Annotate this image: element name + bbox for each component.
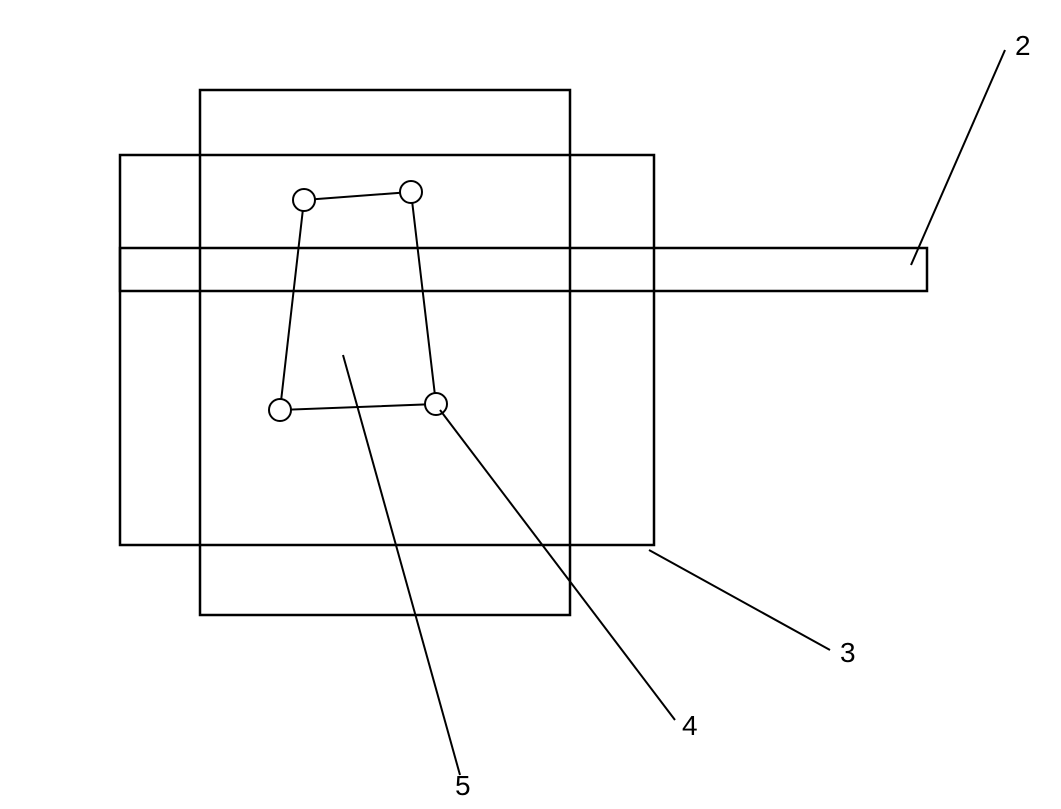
label-3: 3 (840, 637, 856, 669)
corner-circle-2 (425, 393, 447, 415)
label-2: 2 (1015, 30, 1031, 62)
corner-circle-0 (293, 189, 315, 211)
label-4: 4 (682, 710, 698, 742)
rect-vertical-tall (200, 90, 570, 615)
technical-diagram: 2 3 4 5 (0, 0, 1061, 809)
rect-horizontal-bar (120, 248, 927, 291)
corner-circle-3 (269, 399, 291, 421)
diagram-svg (0, 0, 1061, 809)
label-5: 5 (455, 770, 471, 802)
leader-line-2 (911, 50, 1005, 265)
trapezoid (280, 192, 436, 410)
leader-line-4 (440, 410, 675, 720)
corner-circle-1 (400, 181, 422, 203)
leader-line-5 (343, 355, 460, 775)
leader-line-3 (649, 550, 830, 650)
